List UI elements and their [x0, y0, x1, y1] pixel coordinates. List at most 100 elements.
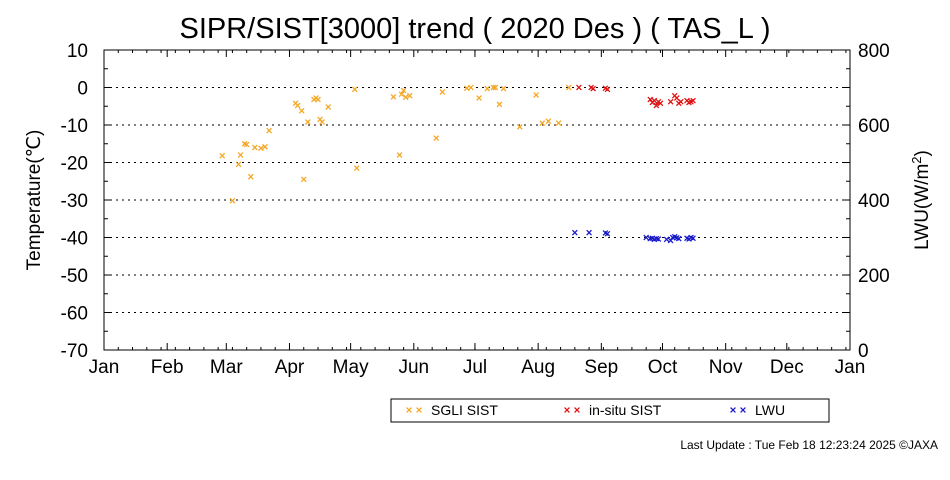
x-tick-label: Nov — [709, 357, 743, 378]
legend-marker-sgli — [416, 407, 422, 413]
x-tick-label: Mar — [210, 357, 243, 378]
y2-axis-label-main: LWU(W/m — [912, 164, 933, 250]
y-tick-label: -10 — [61, 116, 88, 137]
data-point-sgli — [353, 165, 360, 171]
legend-label-lwu: LWU — [755, 402, 785, 418]
data-point-lwu — [663, 236, 670, 243]
legend-marker-insitu — [574, 407, 580, 413]
legend-marker-insitu — [564, 407, 570, 413]
data-point-sgli — [402, 94, 409, 101]
data-point-insitu — [677, 98, 684, 105]
x-axis: Jan Feb Mar Apr May Jun Jul Aug Sep Oct Nov Dec Jan — [89, 50, 866, 378]
data-point-lwu — [643, 234, 650, 241]
x-tick-label: Sep — [584, 357, 618, 378]
legend-box — [390, 398, 830, 423]
data-point-insitu — [657, 100, 664, 107]
data-point-sgli — [406, 92, 413, 99]
data-point-sgli — [315, 96, 321, 103]
legend: SGLI SIST in-situ SIST LWU — [390, 398, 830, 423]
data-point-sgli — [300, 176, 307, 183]
data-point-lwu — [586, 229, 592, 236]
y-axis-left: 10 0 -10 -20 -30 -40 -50 -60 -70 — [61, 41, 850, 362]
data-point-sgli — [433, 135, 440, 141]
data-point-sgli — [243, 141, 250, 148]
x-tick-label: Apr — [275, 357, 305, 378]
y-tick-label: -30 — [61, 191, 88, 212]
legend-marker-lwu — [740, 407, 746, 413]
data-point-insitu — [690, 97, 696, 104]
y2-tick-label: 200 — [858, 266, 890, 287]
chart-title: SIPR/SIST[3000] trend ( 2020 Des ) ( TAS… — [179, 13, 770, 45]
data-point-insitu — [647, 96, 654, 103]
y2-tick-label: 0 — [858, 341, 869, 362]
data-point-sgli — [219, 152, 226, 159]
data-point-sgli — [390, 94, 397, 100]
data-point-sgli — [484, 85, 491, 92]
data-point-sgli — [439, 89, 446, 95]
y-tick-label: -40 — [61, 229, 88, 250]
data-point-sgli — [262, 143, 268, 150]
legend-label-sgli: SGLI SIST — [431, 402, 498, 418]
x-tick-label: Jul — [463, 357, 487, 378]
x-tick-label: Oct — [648, 357, 678, 378]
data-point-sgli — [304, 119, 311, 125]
data-point-sgli — [500, 85, 507, 92]
data-point-sgli — [533, 92, 539, 98]
data-point-sgli — [490, 84, 497, 91]
data-point-sgli — [294, 102, 301, 109]
data-point-insitu — [590, 85, 597, 92]
data-point-lwu — [604, 230, 611, 237]
data-point-sgli — [565, 84, 572, 91]
y-tick-label: -60 — [61, 304, 88, 325]
data-point-lwu — [571, 229, 578, 236]
data-point-insitu — [576, 84, 582, 91]
data-point-sgli — [247, 173, 254, 180]
last-update-text: Last Update : Tue Feb 18 12:23:24 2025 ©… — [680, 438, 938, 452]
data-point-sgli — [545, 118, 552, 125]
y2-tick-label: 400 — [858, 191, 890, 212]
y2-tick-label: 600 — [858, 116, 890, 137]
y-tick-label: -20 — [61, 154, 88, 175]
x-tick-label: Jan — [89, 357, 120, 378]
data-point-sgli — [468, 84, 474, 91]
data-point-sgli — [235, 161, 242, 168]
data-point-sgli — [496, 101, 503, 108]
data-point-sgli — [298, 107, 305, 114]
data-point-sgli — [492, 84, 499, 91]
data-point-sgli — [463, 85, 470, 92]
legend-label-insitu: in-situ SIST — [589, 402, 662, 418]
y-tick-label: -50 — [61, 266, 88, 287]
y2-axis-label-end: ) — [912, 150, 933, 156]
data-points — [219, 84, 696, 244]
data-point-lwu — [655, 236, 662, 242]
x-tick-label: Jun — [398, 357, 429, 378]
legend-marker-lwu — [730, 407, 736, 413]
x-tick-label: Aug — [521, 357, 555, 378]
grid-lines — [104, 86, 850, 314]
x-tick-label: May — [333, 357, 369, 378]
data-point-insitu — [604, 86, 611, 93]
data-point-sgli — [258, 145, 264, 152]
data-point-sgli — [237, 152, 244, 158]
data-point-sgli — [325, 104, 332, 110]
y2-axis-label: LWU(W/m2) — [909, 150, 933, 250]
data-point-sgli — [398, 91, 405, 98]
data-point-sgli — [266, 127, 272, 134]
y-axis-right: 800 600 400 200 0 — [858, 41, 890, 362]
data-point-insitu — [653, 102, 660, 109]
y-tick-label: 10 — [67, 41, 88, 62]
data-point-lwu — [690, 235, 696, 242]
data-point-sgli — [555, 120, 562, 126]
data-point-lwu — [675, 235, 682, 242]
data-point-sgli — [229, 197, 236, 204]
data-point-insitu — [651, 97, 658, 104]
x-tick-label: Jan — [835, 357, 866, 378]
y-tick-label: 0 — [77, 79, 88, 100]
data-point-sgli — [476, 95, 482, 101]
data-point-sgli — [400, 87, 407, 94]
data-point-sgli — [396, 152, 403, 158]
data-point-sgli — [539, 120, 546, 126]
y2-tick-label: 800 — [858, 41, 890, 62]
x-tick-label: Dec — [770, 357, 804, 378]
